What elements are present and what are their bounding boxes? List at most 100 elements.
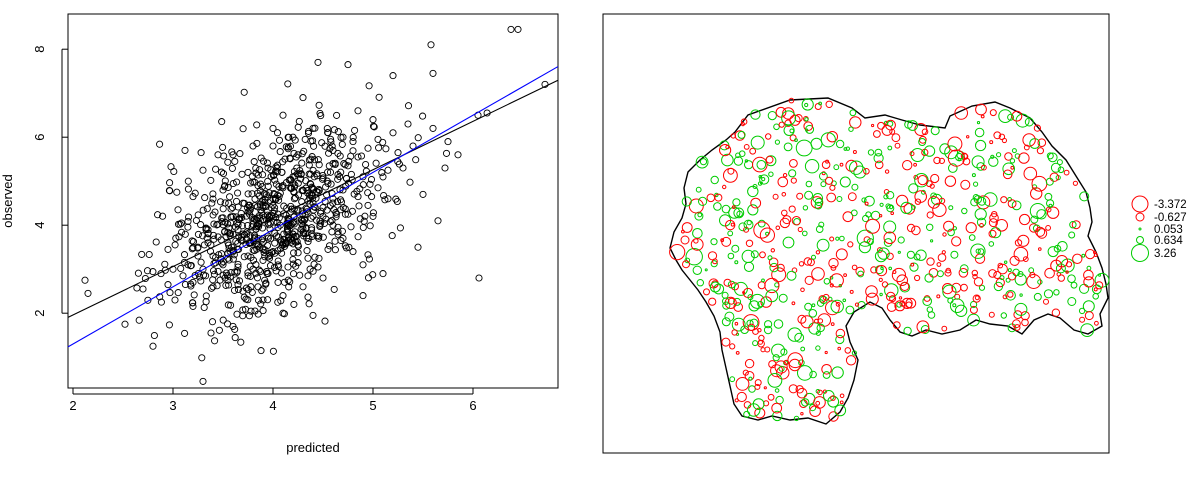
- bubble-marker: [835, 248, 848, 261]
- bubble-marker: [750, 109, 761, 120]
- scatter-point: [334, 230, 342, 238]
- bubble-marker: [1055, 263, 1066, 274]
- scatter-point: [329, 199, 337, 207]
- scatter-point: [204, 226, 212, 234]
- scatter-point: [276, 148, 284, 156]
- bubble-marker: [803, 257, 813, 266]
- x-tick-label: 3: [169, 398, 176, 413]
- bubble-marker: [772, 410, 783, 422]
- scatter-point: [294, 207, 302, 215]
- bubble-marker: [714, 193, 723, 202]
- scatter-point: [349, 133, 357, 141]
- x-tick-label: 2: [69, 398, 76, 413]
- scatter-point: [331, 159, 339, 167]
- bubble-marker: [905, 297, 917, 309]
- bubble-marker: [737, 130, 746, 139]
- bubble-marker: [839, 400, 844, 405]
- scatter-point: [364, 189, 372, 197]
- scatter-point: [307, 180, 315, 188]
- bubble-marker: [808, 322, 821, 335]
- scatter-point: [184, 217, 192, 225]
- bubble-marker: [732, 198, 741, 207]
- scatter-point: [324, 128, 332, 137]
- bubble-marker: [757, 328, 762, 333]
- scatter-point: [202, 224, 210, 232]
- bubble-marker: [943, 220, 955, 232]
- scatter-point: [264, 253, 272, 261]
- bubble-marker: [1044, 192, 1053, 201]
- scatter-point: [254, 242, 262, 250]
- bubble-marker: [1002, 294, 1008, 300]
- scatter-point: [235, 277, 244, 285]
- bubble-marker: [849, 160, 864, 175]
- bubble-marker: [734, 260, 739, 265]
- scatter-point: [328, 142, 336, 150]
- bubble-marker: [727, 280, 736, 289]
- scatter-point: [337, 133, 345, 142]
- bubble-marker: [975, 248, 981, 254]
- bubble-marker: [800, 287, 805, 293]
- scatter-point: [344, 61, 352, 69]
- scatter-point: [331, 246, 339, 254]
- bubble-marker: [991, 211, 998, 218]
- bubble-marker: [941, 250, 946, 255]
- bubble-marker: [788, 169, 797, 178]
- bubble-marker: [1030, 187, 1043, 200]
- scatter-point: [240, 253, 248, 261]
- bubble-marker: [801, 98, 814, 111]
- bubble-marker: [719, 144, 732, 157]
- scatter-point: [319, 174, 327, 182]
- bubble-marker: [1004, 152, 1013, 161]
- bubble-marker: [1007, 291, 1014, 298]
- bubble-marker: [1081, 253, 1086, 258]
- bubble-marker: [829, 236, 835, 242]
- bubble-marker: [791, 216, 802, 226]
- scatter-point: [139, 285, 147, 293]
- scatter-point: [240, 88, 248, 96]
- scatter-point: [359, 223, 367, 232]
- bubble-marker: [822, 371, 831, 379]
- bubble-marker: [767, 255, 773, 261]
- bubble-marker: [883, 194, 889, 200]
- bubble-marker: [1043, 298, 1049, 305]
- bubble-marker: [949, 298, 965, 314]
- bubble-marker: [835, 334, 845, 345]
- scatter-point: [201, 194, 209, 202]
- bubble-marker: [1038, 247, 1042, 251]
- scatter-point: [289, 230, 297, 238]
- bubble-marker: [1069, 221, 1077, 229]
- scatter-point: [187, 280, 195, 288]
- scatter-point: [374, 184, 382, 192]
- scatter-point: [317, 112, 325, 120]
- bubble-marker: [944, 269, 952, 277]
- bubble-marker: [712, 258, 718, 265]
- bubble-marker: [978, 284, 986, 291]
- bubble-marker: [951, 236, 962, 247]
- scatter-point: [299, 187, 307, 195]
- scatter-point: [225, 281, 233, 289]
- bubble-marker: [815, 225, 824, 233]
- bubble-marker: [1028, 267, 1035, 274]
- bubble-marker: [858, 241, 871, 254]
- scatter-point: [253, 139, 261, 147]
- bubble-marker: [896, 274, 909, 287]
- scatter-point: [241, 305, 250, 313]
- bubble-marker: [936, 294, 941, 299]
- bubble-marker: [703, 288, 710, 296]
- bubble-marker: [948, 205, 954, 211]
- scatter-point: [308, 224, 316, 232]
- scatter-point: [379, 173, 387, 181]
- bubble-marker: [744, 159, 749, 163]
- scatter-point: [209, 231, 218, 239]
- scatter-point: [341, 161, 349, 169]
- scatter-point: [285, 176, 293, 184]
- scatter-point: [185, 213, 193, 221]
- bubble-marker: [826, 131, 839, 143]
- bubble-marker: [797, 314, 807, 324]
- bubble-marker: [750, 197, 762, 209]
- scatter-point: [269, 124, 277, 132]
- bubble-marker: [836, 196, 843, 202]
- scatter-point: [295, 117, 303, 125]
- scatter-point: [219, 143, 227, 151]
- bubble-marker: [681, 196, 692, 207]
